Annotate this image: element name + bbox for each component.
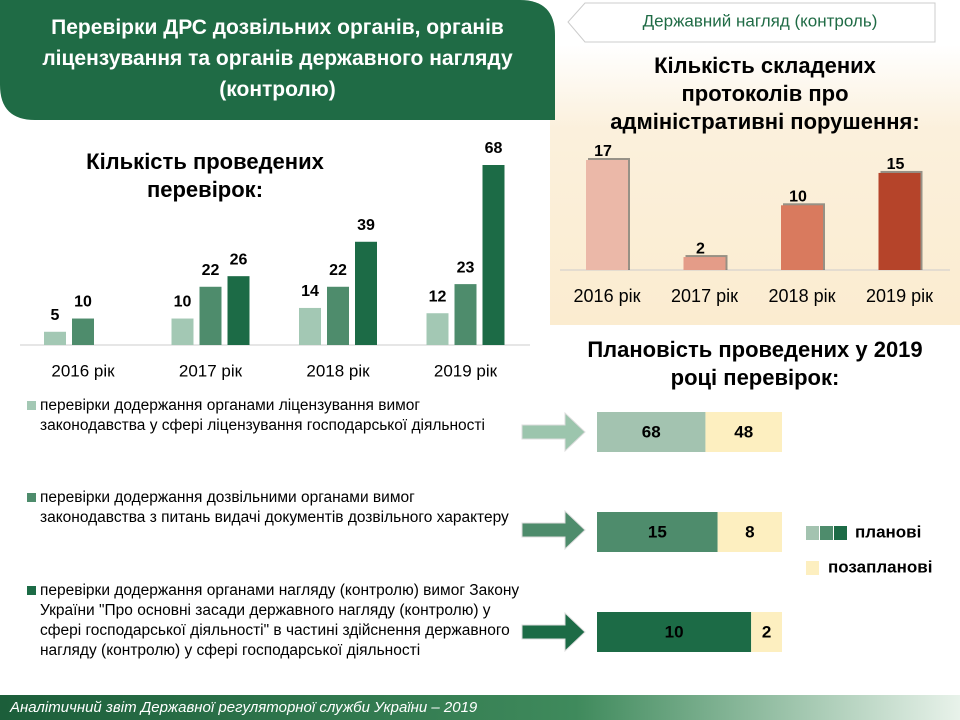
legend-swatch <box>820 526 833 540</box>
x-tick-label: 2017 рік <box>671 286 738 306</box>
value-label: 48 <box>734 422 753 441</box>
bar <box>227 276 250 345</box>
header-bg <box>0 0 555 120</box>
bar <box>878 172 921 270</box>
chart-title: Кількість проведених перевірок: <box>86 149 324 202</box>
value-label: 5 <box>51 307 60 324</box>
bar-segment <box>717 512 782 552</box>
value-label: 15 <box>648 522 667 541</box>
value-label: 26 <box>230 251 248 268</box>
legend-label: планові <box>855 522 921 541</box>
value-label: 8 <box>745 522 754 541</box>
value-label: 10 <box>665 622 684 641</box>
legend-label: перевірки додержання органами ліцензуван… <box>40 397 485 434</box>
bar-segment <box>597 612 752 652</box>
bar <box>44 331 66 345</box>
x-tick-label: 2016 рік <box>574 286 641 306</box>
legend-swatch <box>27 493 36 502</box>
bar <box>199 286 222 345</box>
bar-segment <box>751 612 782 652</box>
legend-swatch <box>806 526 819 540</box>
value-label: 10 <box>174 294 192 311</box>
bar <box>781 205 823 270</box>
legend-label: позапланові <box>828 557 932 576</box>
value-label: 15 <box>887 156 905 173</box>
value-label: 2 <box>696 240 705 257</box>
tag: Державний нагляд (контроль) <box>643 11 878 30</box>
arrows <box>521 411 586 653</box>
bar <box>299 307 321 345</box>
legend-swatch <box>834 526 847 540</box>
bar <box>72 318 94 345</box>
value-label: 23 <box>457 259 475 276</box>
x-tick-label: 2019 рік <box>434 361 498 380</box>
chart-title: Кількість складених протоколів про адмін… <box>610 53 920 134</box>
bar <box>355 241 377 345</box>
tag-bg <box>567 2 936 43</box>
x-tick-label: 2016 рік <box>51 361 115 380</box>
value-label: 22 <box>329 262 347 279</box>
value-label: 2 <box>762 622 771 641</box>
bar <box>482 165 505 345</box>
value-label: 68 <box>485 140 503 157</box>
legend-swatch <box>27 586 36 595</box>
bar <box>454 284 477 345</box>
footer: Аналітичний звіт Державної регуляторної … <box>9 699 478 716</box>
bar <box>426 313 449 345</box>
x-tick-label: 2018 рік <box>769 286 836 306</box>
bar-segment <box>705 412 782 452</box>
header-title: Перевірки ДРС дозвільних органів, органі… <box>42 16 513 101</box>
legend-label: перевірки додержання дозвільними органам… <box>40 489 509 526</box>
value-label: 14 <box>301 283 319 300</box>
chart-title: Плановість проведених у 2019 році переві… <box>587 337 923 390</box>
footer-bg <box>0 695 960 720</box>
bar <box>683 257 726 270</box>
legend-swatch <box>806 561 819 575</box>
bar <box>327 286 349 345</box>
bar <box>171 318 194 345</box>
bar <box>586 160 628 270</box>
value-label: 39 <box>357 217 375 234</box>
value-label: 10 <box>74 294 92 311</box>
value-label: 10 <box>789 189 807 206</box>
bar-segment <box>597 512 718 552</box>
value-label: 12 <box>429 288 447 305</box>
value-label: 68 <box>642 422 661 441</box>
x-tick-label: 2018 рік <box>306 361 370 380</box>
legend-swatch <box>27 401 36 410</box>
value-label: 17 <box>594 143 612 160</box>
legend-label: перевірки додержання органами нагляду (к… <box>40 582 520 659</box>
value-label: 22 <box>202 262 220 279</box>
x-tick-label: 2017 рік <box>179 361 243 380</box>
x-tick-label: 2019 рік <box>866 286 933 306</box>
bar-segment <box>597 412 706 452</box>
